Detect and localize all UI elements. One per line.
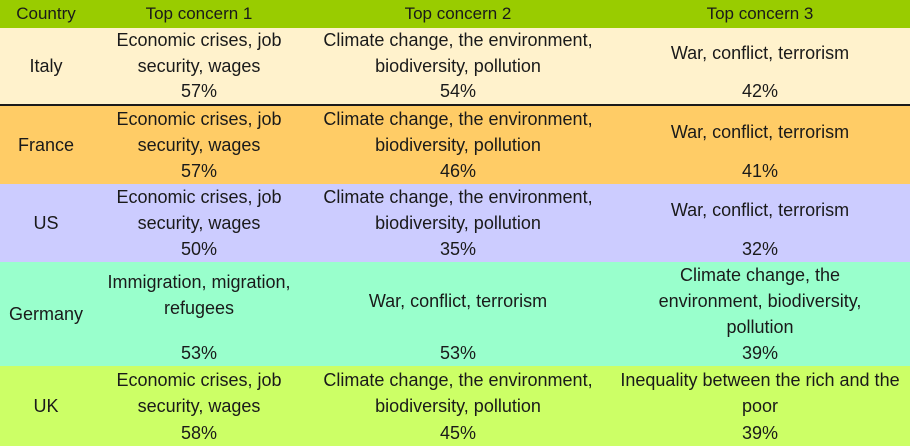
concern-percent: 41%	[741, 161, 779, 181]
concern-percent: 50%	[180, 239, 218, 259]
concern-label: Immigration, migration, refugees	[107, 272, 291, 318]
concern-percent: 57%	[180, 161, 218, 181]
country-cell: France	[17, 134, 75, 155]
concern-percent: 54%	[439, 81, 477, 101]
concern-label: Economic crises, job security, wages	[116, 30, 282, 76]
concern-label: Inequality between the rich and the poor	[620, 370, 900, 416]
row-divider	[0, 104, 910, 106]
concern-2-cell: Climate change, the environment, biodive…	[306, 28, 610, 104]
table-row-france: France Economic crises, job security, wa…	[0, 106, 910, 184]
concern-label: Climate change, the environment, biodive…	[658, 265, 862, 337]
concern-label: Climate change, the environment, biodive…	[323, 370, 593, 416]
concern-percent: 53%	[180, 343, 218, 363]
concern-2-cell: Climate change, the environment, biodive…	[306, 106, 610, 184]
concern-label: Climate change, the environment, biodive…	[323, 109, 593, 155]
concern-label: War, conflict, terrorism	[670, 200, 850, 220]
concern-3-cell: War, conflict, terrorism 32%	[610, 184, 910, 262]
concern-label: Climate change, the environment, biodive…	[323, 30, 593, 76]
concern-percent: 58%	[180, 423, 218, 443]
concern-percent: 53%	[439, 343, 477, 363]
concern-percent: 32%	[741, 239, 779, 259]
concern-percent: 35%	[439, 239, 477, 259]
concern-percent: 46%	[439, 161, 477, 181]
header-top-concern-3: Top concern 3	[706, 4, 814, 23]
concern-3-cell: Climate change, the environment, biodive…	[610, 262, 910, 366]
concern-label: Economic crises, job security, wages	[116, 187, 282, 233]
concern-percent: 45%	[439, 423, 477, 443]
header-top-concern-2: Top concern 2	[404, 4, 512, 23]
concern-1-cell: Economic crises, job security, wages 50%	[92, 184, 306, 262]
concern-label: Climate change, the environment, biodive…	[323, 187, 593, 233]
country-cell: Germany	[8, 303, 84, 324]
header-row: Country Top concern 1 Top concern 2 Top …	[0, 0, 910, 28]
concern-2-cell: Climate change, the environment, biodive…	[306, 184, 610, 262]
concern-3-cell: War, conflict, terrorism 42%	[610, 28, 910, 104]
concern-label: Economic crises, job security, wages	[116, 370, 282, 416]
concern-1-cell: Economic crises, job security, wages 57%	[92, 106, 306, 184]
concern-3-cell: Inequality between the rich and the poor…	[610, 366, 910, 446]
concern-label: War, conflict, terrorism	[670, 43, 850, 63]
concern-label: War, conflict, terrorism	[368, 291, 548, 311]
concern-label: War, conflict, terrorism	[670, 122, 850, 142]
concern-percent: 57%	[180, 81, 218, 101]
concern-percent: 39%	[741, 343, 779, 363]
concern-2-cell: War, conflict, terrorism 53%	[306, 262, 610, 366]
concern-1-cell: Immigration, migration, refugees 53%	[92, 262, 306, 366]
table-row-uk: UK Economic crises, job security, wages …	[0, 366, 910, 446]
concern-2-cell: Climate change, the environment, biodive…	[306, 366, 610, 446]
concern-3-cell: War, conflict, terrorism 41%	[610, 106, 910, 184]
concern-label: Economic crises, job security, wages	[116, 109, 282, 155]
concern-1-cell: Economic crises, job security, wages 57%	[92, 28, 306, 104]
table-row-us: US Economic crises, job security, wages …	[0, 184, 910, 262]
country-cell: US	[33, 212, 59, 233]
table-row-germany: Germany Immigration, migration, refugees…	[0, 262, 910, 366]
concern-1-cell: Economic crises, job security, wages 58%	[92, 366, 306, 446]
header-top-concern-1: Top concern 1	[145, 4, 253, 23]
country-cell: Italy	[29, 55, 63, 76]
table-row-italy: Italy Economic crises, job security, wag…	[0, 28, 910, 104]
country-cell: UK	[33, 395, 59, 416]
concern-percent: 39%	[741, 423, 779, 443]
concern-percent: 42%	[741, 81, 779, 101]
header-country: Country	[16, 4, 76, 23]
